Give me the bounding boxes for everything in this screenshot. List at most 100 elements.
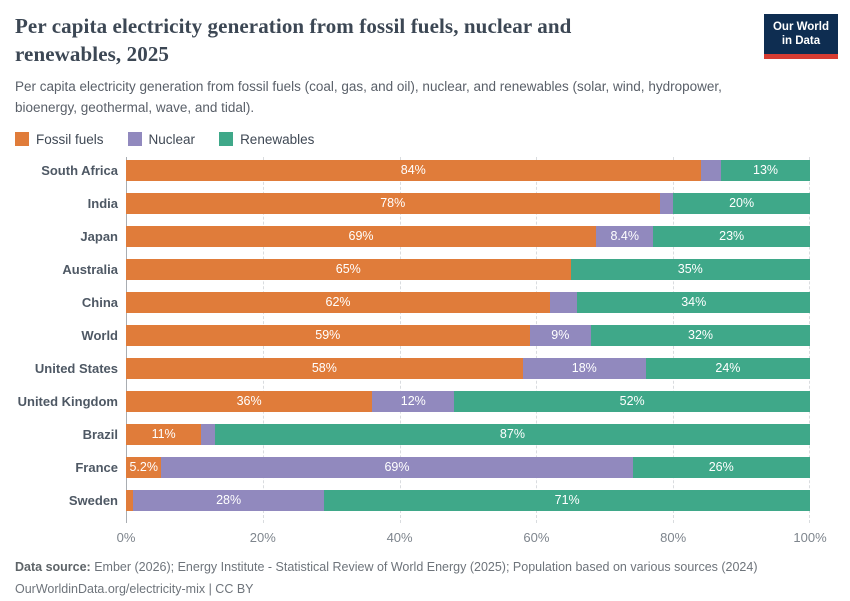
- bar-segment-china-fossil-fuels[interactable]: 62%: [126, 291, 551, 313]
- legend-item-fossil-fuels[interactable]: Fossil fuels: [15, 132, 104, 147]
- bar-segment-south-africa-fossil-fuels[interactable]: 84%: [126, 159, 701, 181]
- bar-value-label: 24%: [715, 361, 741, 376]
- x-axis: 0% 20% 40% 60% 80% 100%: [117, 523, 827, 545]
- bar-segment-japan-nuclear[interactable]: 8.4%: [596, 225, 654, 247]
- bar-segment-india-renewables[interactable]: 20%: [673, 192, 810, 214]
- legend-item-renewables[interactable]: Renewables: [219, 132, 314, 147]
- stacked-bar-chart: South Africa 84% 13% India 78% 20% Japan 69% 8.4…: [15, 156, 827, 545]
- bar-segment-france-fossil-fuels[interactable]: 5.2%: [126, 456, 162, 478]
- bar-segment-india-fossil-fuels[interactable]: 78%: [126, 192, 660, 214]
- legend-swatch-fossil-fuels: [15, 132, 29, 147]
- legend: Fossil fuels Nuclear Renewables: [15, 132, 810, 147]
- bar-track-france: 5.2% 69% 26%: [126, 456, 810, 478]
- bar-segment-china-nuclear[interactable]: [550, 291, 578, 313]
- bar-row-united-states: United States 58% 18% 24%: [15, 357, 810, 379]
- bar-value-label: 34%: [681, 295, 707, 310]
- bar-track-united-kingdom: 36% 12% 52%: [126, 390, 810, 412]
- legend-swatch-nuclear: [127, 132, 142, 147]
- bar-track-china: 62% 34%: [126, 291, 810, 313]
- bar-value-label: 13%: [753, 163, 779, 178]
- bar-track-brazil: 11% 87%: [126, 423, 810, 445]
- bar-segment-world-nuclear[interactable]: 9%: [529, 324, 592, 346]
- category-label-united-states: United States: [34, 360, 118, 376]
- bar-segment-brazil-nuclear[interactable]: [201, 423, 215, 445]
- category-label-brazil: Brazil: [82, 426, 118, 442]
- bar-track-australia: 65% 35%: [126, 258, 810, 280]
- bar-track-sweden: 28% 71%: [126, 489, 810, 511]
- bar-track-india: 78% 20%: [126, 192, 810, 214]
- x-tick-40: 40%: [386, 529, 413, 545]
- bar-segment-france-nuclear[interactable]: 69%: [161, 456, 633, 478]
- page-subtitle: Per capita electricity generation from f…: [15, 79, 722, 115]
- bar-value-label: 12%: [400, 394, 426, 409]
- bar-segment-brazil-renewables[interactable]: 87%: [214, 423, 810, 445]
- bar-value-label: 28%: [216, 493, 242, 508]
- bar-row-china: China 62% 34%: [15, 291, 810, 313]
- bar-segment-united-states-renewables[interactable]: 24%: [645, 357, 810, 379]
- bar-segment-brazil-fossil-fuels[interactable]: 11%: [126, 423, 202, 445]
- bar-value-label: 52%: [619, 394, 645, 409]
- bar-row-brazil: Brazil 11% 87%: [15, 423, 810, 445]
- bar-segment-australia-fossil-fuels[interactable]: 65%: [126, 258, 571, 280]
- bar-value-label: 69%: [384, 460, 410, 475]
- x-tick-20: 20%: [249, 529, 276, 545]
- bar-segment-japan-renewables[interactable]: 23%: [653, 225, 810, 247]
- bar-segment-japan-fossil-fuels[interactable]: 69%: [126, 225, 597, 247]
- footer-link[interactable]: OurWorldinData.org/electricity-mix | CC …: [15, 581, 254, 596]
- bar-segment-china-renewables[interactable]: 34%: [577, 291, 810, 313]
- bar-segment-world-fossil-fuels[interactable]: 59%: [126, 324, 530, 346]
- bar-value-label: 9%: [551, 328, 570, 343]
- category-label-china: China: [81, 294, 118, 310]
- bar-segment-south-africa-renewables[interactable]: 13%: [721, 159, 810, 181]
- category-label-south-africa: South Africa: [41, 162, 118, 178]
- footer: Data source: Ember (2026); Energy Instit…: [15, 557, 810, 601]
- bar-value-label: 32%: [688, 328, 714, 343]
- bar-segment-sweden-nuclear[interactable]: 28%: [132, 489, 325, 511]
- bar-value-label: 8.4%: [610, 229, 639, 244]
- category-label-sweden: Sweden: [68, 492, 118, 508]
- category-label-united-kingdom: United Kingdom: [17, 393, 118, 409]
- bar-segment-united-kingdom-renewables[interactable]: 52%: [454, 390, 810, 412]
- owid-logo-line1: Our World: [772, 21, 829, 33]
- bar-value-label: 87%: [499, 427, 525, 442]
- bar-row-world: World 59% 9% 32%: [15, 324, 810, 346]
- legend-label: Nuclear: [148, 131, 196, 147]
- bar-segment-world-renewables[interactable]: 32%: [591, 324, 810, 346]
- bar-value-label: 84%: [400, 163, 426, 178]
- data-source-line: Data source: Ember (2026); Energy Instit…: [15, 557, 810, 579]
- owid-logo[interactable]: Our World in Data: [763, 14, 838, 59]
- bar-row-australia: Australia 65% 35%: [15, 258, 810, 280]
- bar-segment-united-states-fossil-fuels[interactable]: 58%: [126, 357, 523, 379]
- bar-segment-south-africa-nuclear[interactable]: [700, 159, 722, 181]
- bar-row-south-africa: South Africa 84% 13%: [15, 159, 810, 181]
- owid-logo-line2: in Data: [781, 35, 821, 48]
- x-tick-60: 60%: [523, 529, 550, 545]
- bar-value-label: 71%: [554, 493, 580, 508]
- legend-item-nuclear[interactable]: Nuclear: [127, 131, 196, 147]
- bar-row-india: India 78% 20%: [15, 192, 810, 214]
- bar-segment-france-renewables[interactable]: 26%: [632, 456, 810, 478]
- bar-segment-united-states-nuclear[interactable]: 18%: [522, 357, 646, 379]
- bar-segment-india-nuclear[interactable]: [659, 192, 674, 214]
- data-source-text: Ember (2026); Energy Institute - Statist…: [90, 559, 758, 574]
- bar-value-label: 62%: [325, 295, 351, 310]
- category-label-india: India: [87, 195, 118, 211]
- category-label-australia: Australia: [62, 261, 118, 277]
- bar-segment-united-kingdom-fossil-fuels[interactable]: 36%: [126, 390, 373, 412]
- bar-track-japan: 69% 8.4% 23%: [126, 225, 810, 247]
- legend-label: Fossil fuels: [36, 131, 104, 147]
- chart-rows: South Africa 84% 13% India 78% 20% Japan 69% 8.4…: [15, 159, 810, 511]
- bar-segment-sweden-renewables[interactable]: 71%: [324, 489, 810, 511]
- data-source-label: Data source:: [15, 559, 91, 574]
- x-tick-80: 80%: [660, 529, 687, 545]
- bar-value-label: 23%: [719, 229, 745, 244]
- bar-segment-united-kingdom-nuclear[interactable]: 12%: [372, 390, 455, 412]
- bar-value-label: 69%: [348, 229, 374, 244]
- bar-segment-sweden-fossil-fuels[interactable]: [126, 489, 133, 511]
- category-label-world: World: [81, 327, 118, 343]
- page-title: Per capita electricity generation from f…: [15, 14, 572, 66]
- bar-value-label: 18%: [571, 361, 597, 376]
- bar-segment-australia-renewables[interactable]: 35%: [570, 258, 810, 280]
- bar-value-label: 36%: [236, 394, 262, 409]
- title-block: Per capita electricity generation from f…: [15, 13, 764, 118]
